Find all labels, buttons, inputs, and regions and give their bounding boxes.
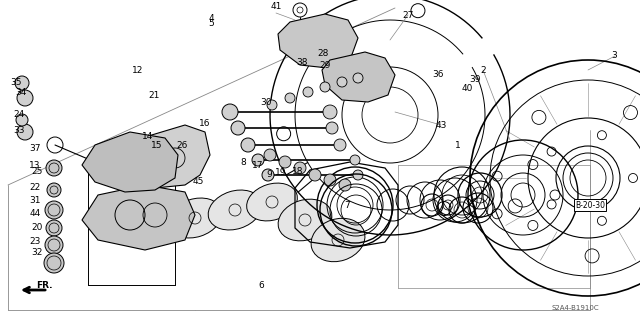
Circle shape [45, 201, 63, 219]
Circle shape [324, 174, 336, 186]
Circle shape [350, 155, 360, 165]
Text: 2: 2 [481, 66, 486, 75]
Text: B-20-30: B-20-30 [575, 201, 605, 210]
Circle shape [262, 169, 274, 181]
Circle shape [46, 220, 62, 236]
Text: 45: 45 [193, 177, 204, 186]
Text: 41: 41 [271, 2, 282, 11]
Text: 5: 5 [209, 19, 214, 28]
Text: 29: 29 [319, 61, 331, 70]
Text: 20: 20 [31, 223, 43, 232]
Circle shape [44, 253, 64, 273]
Text: 23: 23 [29, 237, 41, 246]
Text: 36: 36 [433, 70, 444, 79]
Circle shape [323, 105, 337, 119]
Circle shape [17, 124, 33, 140]
Circle shape [16, 114, 28, 126]
Circle shape [337, 77, 347, 87]
Polygon shape [278, 14, 358, 68]
Text: 13: 13 [29, 161, 41, 170]
Text: 3: 3 [612, 51, 617, 60]
Circle shape [222, 104, 238, 120]
Text: 28: 28 [317, 49, 329, 58]
Text: 12: 12 [132, 66, 143, 75]
Text: 17: 17 [252, 161, 264, 170]
Text: 22: 22 [29, 183, 41, 192]
Text: 25: 25 [31, 167, 43, 176]
Circle shape [303, 87, 313, 97]
Text: 9: 9 [266, 170, 271, 179]
Text: 34: 34 [15, 88, 27, 97]
Text: 1: 1 [455, 141, 460, 150]
Circle shape [353, 170, 363, 180]
Circle shape [231, 121, 245, 135]
Circle shape [15, 76, 29, 90]
Circle shape [353, 73, 363, 83]
Text: 27: 27 [403, 11, 414, 20]
Circle shape [17, 90, 33, 106]
Circle shape [45, 236, 63, 254]
Circle shape [334, 139, 346, 151]
Text: 37: 37 [29, 144, 41, 153]
Circle shape [46, 160, 62, 176]
Text: 16: 16 [199, 119, 211, 128]
Text: 39: 39 [469, 75, 481, 84]
Text: 24: 24 [13, 110, 25, 119]
Polygon shape [82, 185, 195, 250]
Text: S2A4-B1910C: S2A4-B1910C [551, 305, 599, 311]
Circle shape [309, 169, 321, 181]
Text: 7: 7 [345, 201, 350, 210]
Text: 6: 6 [259, 281, 264, 290]
Circle shape [47, 183, 61, 197]
Circle shape [320, 82, 330, 92]
Polygon shape [82, 132, 178, 192]
Text: 15: 15 [151, 141, 163, 150]
Polygon shape [118, 125, 210, 188]
Circle shape [279, 156, 291, 168]
Ellipse shape [311, 218, 365, 262]
Text: 14: 14 [141, 132, 153, 141]
Circle shape [264, 149, 276, 161]
Circle shape [252, 154, 264, 166]
Text: 42: 42 [584, 205, 596, 214]
Circle shape [267, 100, 277, 110]
Ellipse shape [246, 183, 298, 221]
Text: 33: 33 [13, 126, 25, 135]
Text: 44: 44 [29, 209, 41, 218]
Text: 21: 21 [148, 91, 159, 100]
Ellipse shape [208, 190, 262, 230]
Circle shape [285, 93, 295, 103]
Circle shape [326, 122, 338, 134]
Text: 38: 38 [296, 58, 308, 67]
Text: 8: 8 [241, 158, 246, 167]
Circle shape [294, 162, 306, 174]
Text: 35: 35 [10, 78, 22, 87]
Circle shape [339, 179, 351, 191]
Text: 19: 19 [275, 168, 286, 177]
Text: 30: 30 [260, 98, 271, 107]
Text: FR.: FR. [36, 280, 52, 290]
Text: 4: 4 [209, 14, 214, 23]
Text: 31: 31 [29, 196, 41, 205]
Polygon shape [322, 52, 395, 102]
Text: 18: 18 [292, 167, 303, 176]
Text: 43: 43 [436, 121, 447, 130]
Ellipse shape [278, 199, 332, 241]
Circle shape [241, 138, 255, 152]
Ellipse shape [168, 198, 222, 238]
Text: 32: 32 [31, 248, 43, 256]
Text: 40: 40 [461, 84, 473, 93]
Text: 26: 26 [177, 141, 188, 150]
